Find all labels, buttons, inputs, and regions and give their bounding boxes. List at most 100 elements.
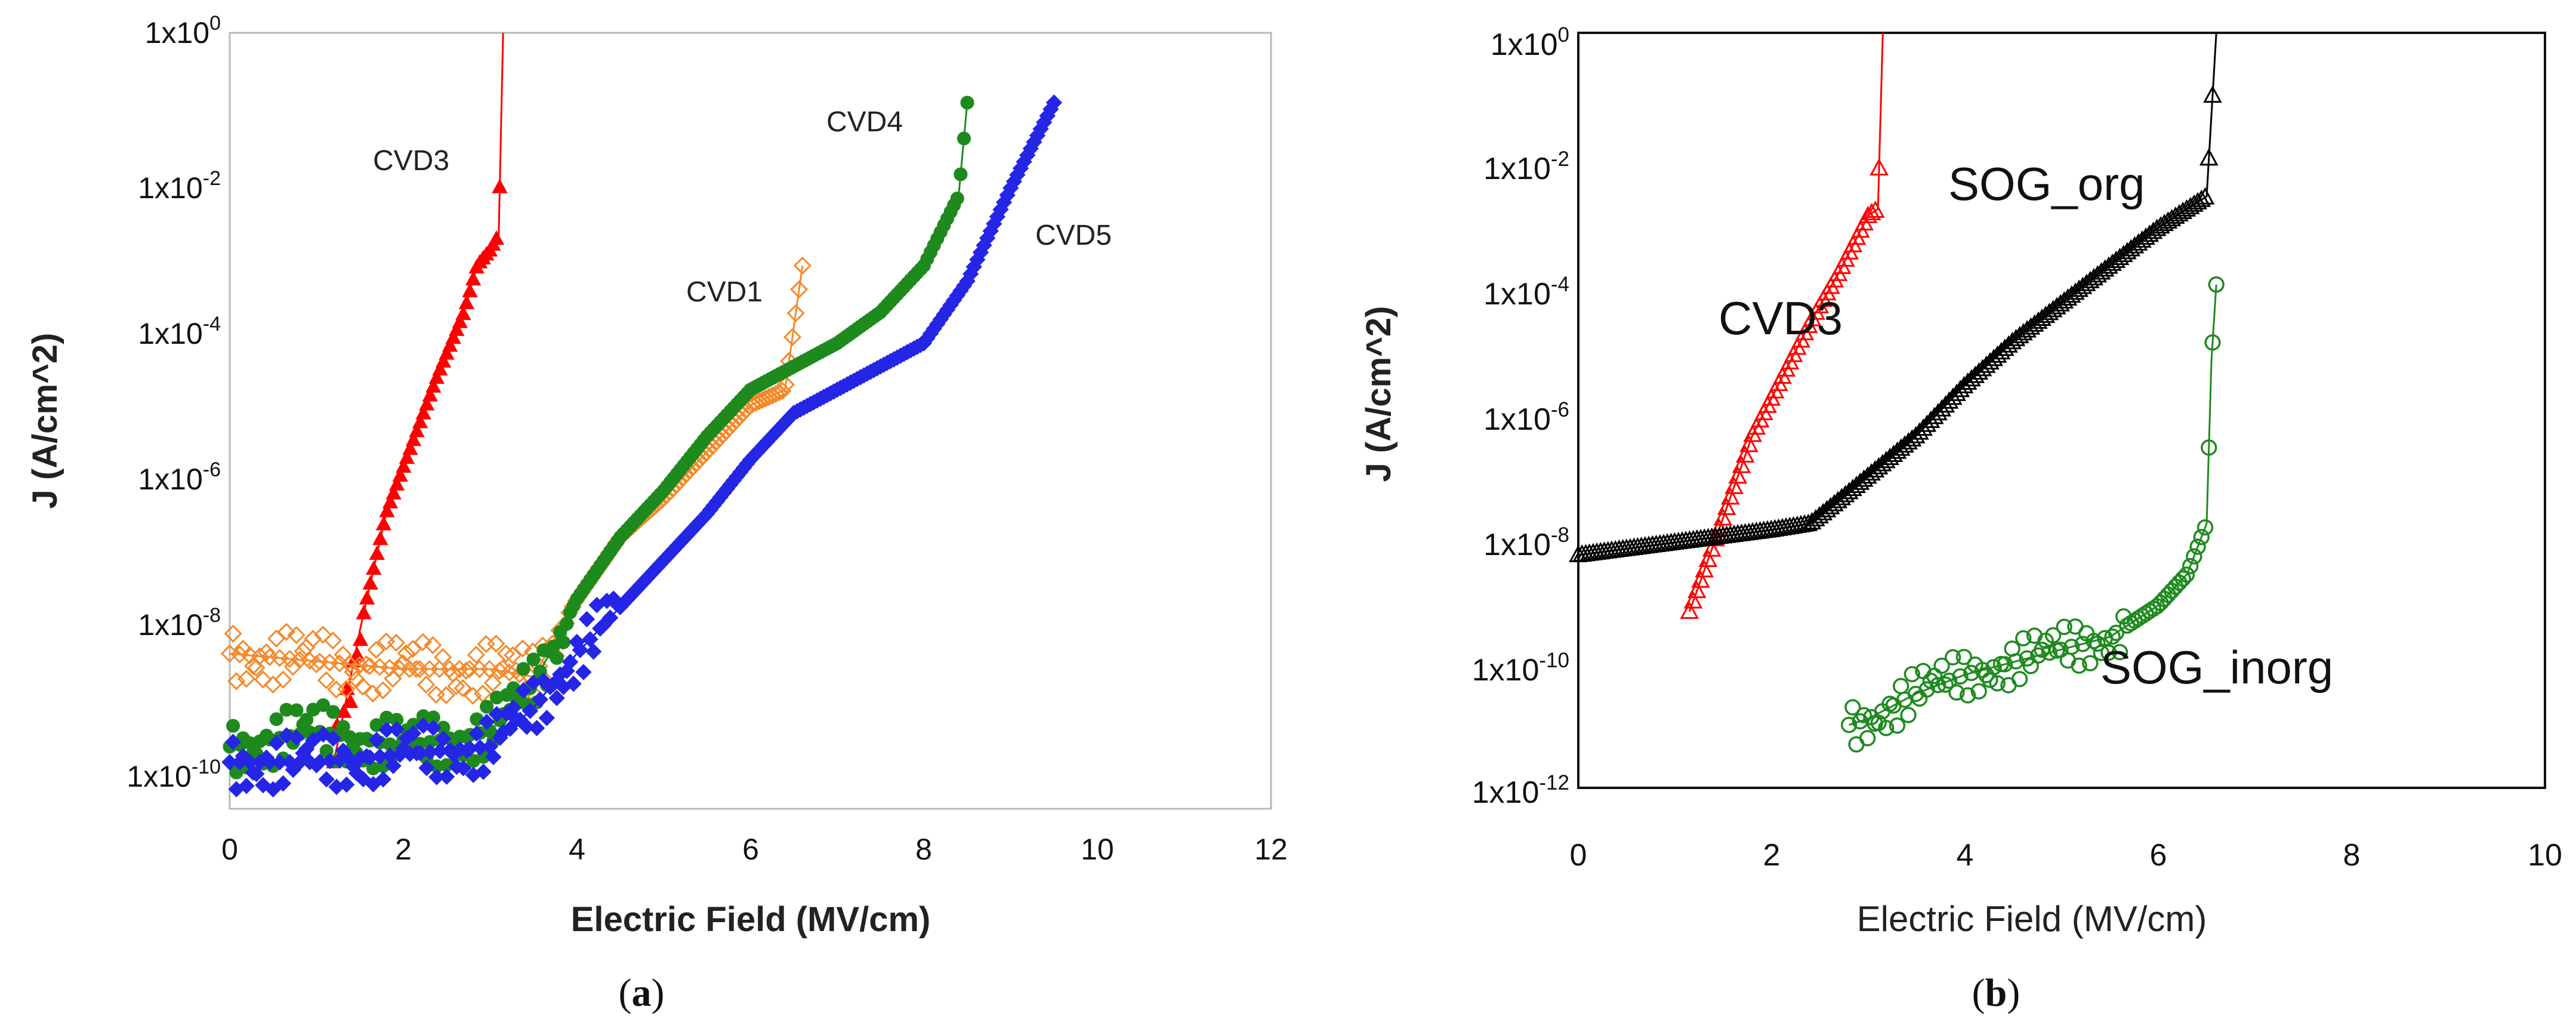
cvd3-point [1717, 497, 1736, 515]
sog-org-point [2017, 320, 2037, 338]
sog-org-point [2136, 227, 2155, 245]
cvd3-point [396, 458, 412, 473]
sog-org-point [2084, 267, 2103, 286]
panel-b-series-group [1569, 32, 2225, 753]
sog-inorg-point [1900, 707, 1917, 723]
cvd5-point [565, 675, 582, 692]
sog-org-point [2054, 291, 2074, 309]
cvd1-point [776, 375, 795, 394]
cvd5-point [425, 719, 442, 737]
sog-inorg-point [2193, 529, 2210, 546]
sog-inorg-point [2208, 276, 2225, 293]
sog-org-point [2062, 285, 2081, 303]
sog-inorg-point [1941, 672, 1958, 689]
cvd3-point [492, 178, 508, 193]
sog-inorg-point [1948, 684, 1965, 701]
cvd3-point [452, 313, 468, 328]
cvd1-point [513, 639, 532, 658]
cvd5-point [224, 734, 242, 750]
cvd3-point [1869, 158, 1889, 176]
sog-org-point [2073, 276, 2093, 294]
y-tick-label: 1x10-8 [1483, 523, 1569, 562]
cvd1-point [397, 644, 415, 663]
sog-org-point [1813, 503, 1833, 520]
cvd5-point [468, 725, 485, 742]
cvd1-point [447, 677, 465, 695]
y-tick-label: 1x10-2 [1483, 147, 1569, 186]
cvd3-point [1862, 202, 1881, 221]
cvd1-point [497, 645, 516, 663]
panel-a-x-axis-label: Electric Field (MV/cm) [571, 900, 931, 939]
cvd3-point [418, 396, 435, 411]
sog-org-point [2069, 279, 2089, 297]
annotation-cvd1: CVD1 [686, 276, 763, 308]
sog-inorg-point [2174, 570, 2191, 587]
x-tick-label: 2 [1763, 838, 1781, 873]
cvd3-point [379, 503, 395, 517]
cvd4-point [289, 703, 304, 717]
sog-inorg-point [1930, 677, 1946, 694]
cvd3-point [449, 321, 465, 336]
sog-inorg-point [1945, 649, 1961, 665]
y-tick-label: 1x100 [145, 12, 221, 50]
sog-inorg-point [2056, 618, 2072, 635]
sog-org-point [2066, 282, 2085, 300]
sog-inorg-point [2111, 643, 2128, 661]
cvd3-point [1698, 549, 1718, 567]
panel-b-y-ticks: 1x100 1x10-2 1x10-4 1x10-6 1x10-8 1x10-1… [1472, 23, 1569, 810]
cvd5-point [455, 760, 472, 777]
cvd1-point [237, 670, 256, 688]
cvd5-point [478, 713, 495, 731]
sog-org-point [2114, 245, 2133, 263]
cvd5-point [318, 771, 335, 788]
cvd5-point [572, 642, 588, 658]
panel-b: 1x100 1x10-2 1x10-4 1x10-6 1x10-8 1x10-1… [1359, 23, 2562, 1015]
sog-org-point [2125, 236, 2145, 254]
cvd1-point [467, 645, 486, 664]
x-tick-label: 6 [2150, 838, 2167, 873]
sog-org-point [2003, 331, 2022, 350]
cvd1-point [437, 686, 455, 704]
sog-inorg-point [1933, 657, 1950, 674]
sog-inorg-point [2044, 627, 2062, 644]
cvd1-point [323, 631, 343, 650]
sog-org-point [1891, 438, 1911, 456]
cvd5-point [485, 748, 502, 766]
cvd3-point [462, 282, 478, 298]
sog-org-point [1810, 506, 1829, 523]
cvd5-point [248, 766, 265, 782]
cvd3-point [375, 516, 392, 531]
y-tick-label: 1x10-10 [127, 756, 221, 793]
sog-inorg-point [2182, 557, 2199, 575]
cvd4-point [550, 651, 564, 665]
panel-b-y-axis-label: J (A/cm^2) [1359, 306, 1398, 482]
sog-inorg-point [2093, 645, 2110, 661]
cvd3-point [369, 545, 385, 560]
cvd5-point [538, 710, 556, 726]
cvd1-point [277, 623, 295, 641]
sog-org-point [2099, 256, 2118, 274]
cvd3-point [1680, 601, 1699, 619]
sog-org-point [1869, 457, 1889, 475]
cvd3-point [1691, 570, 1710, 588]
cvd1-point [367, 640, 385, 659]
annotation-sog-org: SOG_org [1948, 158, 2145, 210]
panel-a-y-ticks: 1x100 1x10-2 1x10-4 1x10-6 1x10-8 1x10-1… [127, 12, 221, 793]
cvd5-point [475, 763, 492, 780]
sog-org-point [2036, 306, 2056, 323]
cvd3-point [1724, 476, 1744, 494]
sog-org-point [1999, 335, 2018, 353]
annotation-sog-inorg: SOG_inorg [2100, 641, 2333, 694]
sog-org-point [1806, 509, 1825, 526]
cvd5-point [528, 720, 545, 737]
y-tick-label: 1x100 [1491, 23, 1569, 62]
panel-a: 1x100 1x10-2 1x10-4 1x10-6 1x10-8 1x10-1… [26, 12, 1288, 1015]
cvd1-point [483, 674, 502, 692]
sog-inorg-point [1844, 699, 1861, 716]
cvd4-point [526, 652, 541, 667]
cvd1-point [454, 679, 472, 698]
cvd3-point [1732, 455, 1751, 473]
sog-org-point [1877, 451, 1896, 469]
cvd5-point [532, 691, 548, 708]
x-tick-label: 0 [221, 833, 238, 866]
